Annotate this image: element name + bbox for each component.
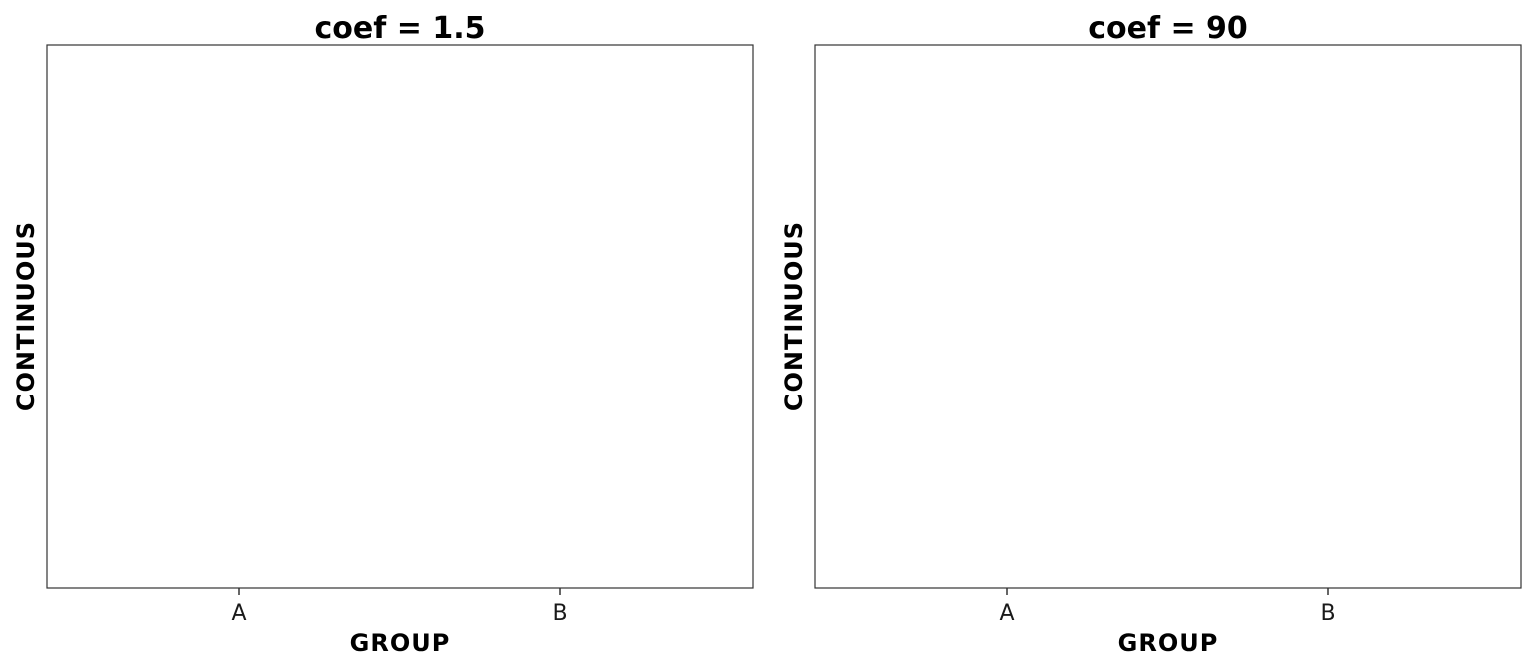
panel-title: coef = 90 bbox=[1088, 11, 1248, 46]
panel-title: coef = 1.5 bbox=[315, 11, 486, 46]
x-tick-label: A bbox=[999, 601, 1014, 626]
x-axis-title: GROUP bbox=[1118, 629, 1219, 657]
y-axis-title: CONTINUOUS bbox=[12, 221, 40, 411]
x-tick-label: A bbox=[231, 601, 246, 626]
plot-area bbox=[814, 44, 1522, 589]
plot-area bbox=[46, 44, 754, 589]
x-tick-label: B bbox=[1320, 601, 1335, 626]
y-axis-title: CONTINUOUS bbox=[780, 221, 808, 411]
x-tick-label: B bbox=[552, 601, 567, 626]
panel-2: coef = 90 CONTINUOUS GROUP A B bbox=[780, 11, 1522, 657]
x-axis-title: GROUP bbox=[350, 629, 451, 657]
panel-1: coef = 1.5 CONTINUOUS GROUP A B bbox=[12, 11, 754, 657]
